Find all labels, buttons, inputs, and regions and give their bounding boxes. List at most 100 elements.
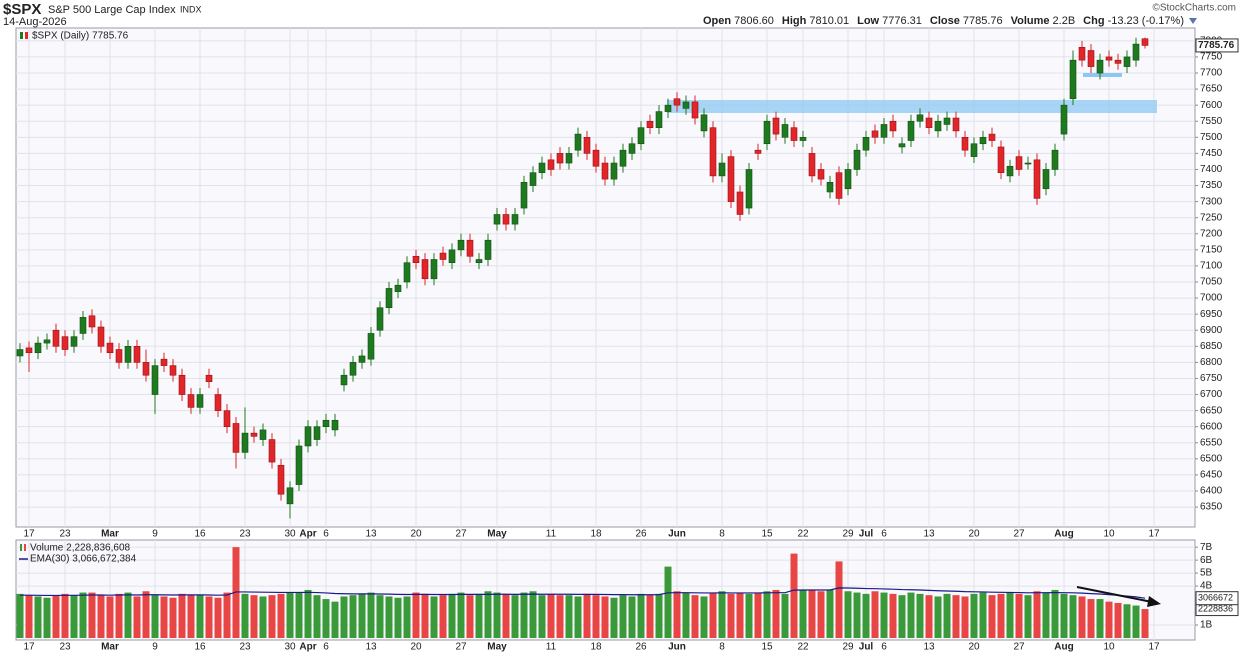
x-tick-label: 20 — [968, 529, 980, 540]
volume-bar — [439, 595, 447, 638]
volume-bar — [979, 592, 987, 638]
volume-bar — [628, 596, 636, 638]
volume-bar — [988, 595, 996, 638]
y-tick-label: 7400 — [1200, 164, 1223, 175]
volume-bar — [412, 592, 420, 638]
volume-bar — [763, 591, 771, 638]
quote-value: 7806.60 — [734, 15, 774, 27]
date: 14-Aug-2026 — [3, 16, 67, 28]
candle-body — [583, 137, 591, 154]
volume-bar — [619, 595, 627, 638]
x-tick-label: 6 — [881, 529, 887, 540]
x-tick-label: 16 — [194, 529, 206, 540]
candle-body — [682, 101, 690, 109]
y-tick-label: 7200 — [1200, 228, 1223, 239]
volume-bar — [547, 593, 555, 638]
volume-bar — [304, 589, 312, 638]
ema-line — [20, 587, 1146, 599]
candle-body — [943, 117, 951, 125]
candle-body — [1069, 59, 1077, 100]
candle-body — [124, 346, 132, 363]
candle-body — [997, 146, 1005, 173]
volume-bar — [682, 592, 690, 638]
x-tick-label: 13 — [365, 529, 377, 540]
volume-bar — [1015, 593, 1023, 638]
x-tick-label: 15 — [761, 529, 773, 540]
volume-bar — [115, 593, 123, 638]
candle-body — [403, 262, 411, 283]
candle-body — [295, 445, 303, 485]
volume-bar — [745, 593, 753, 638]
volume-bar — [997, 593, 1005, 638]
dropdown-icon[interactable] — [1189, 18, 1197, 24]
candle-body — [574, 133, 582, 151]
volume-bar — [1114, 602, 1122, 638]
candle-body — [187, 394, 195, 408]
volume-bar — [610, 597, 618, 638]
x-tick-label: 6 — [323, 642, 329, 653]
volume-bar — [1006, 592, 1014, 638]
candle-body — [592, 149, 600, 167]
volume-bar — [61, 593, 69, 638]
volume-bar — [511, 595, 519, 638]
x-tick-label: 8 — [719, 642, 725, 653]
candle-body — [1114, 59, 1122, 64]
volume-bar — [853, 592, 861, 638]
volume-bar — [880, 592, 888, 638]
candle-body — [601, 162, 609, 180]
candle-body — [970, 143, 978, 157]
volume-bar — [655, 593, 663, 638]
candle-body — [1105, 56, 1113, 61]
volume-bar — [1105, 601, 1113, 638]
candle-body — [70, 336, 78, 347]
candle-body — [1024, 162, 1032, 165]
volume-bar — [295, 592, 303, 638]
y-tick-label: 7600 — [1200, 100, 1223, 111]
volume-bar — [538, 595, 546, 638]
volume-bar — [394, 597, 402, 638]
candle-body — [277, 464, 285, 495]
volume-bar — [223, 592, 231, 638]
x-tick-label: 27 — [1013, 642, 1025, 653]
candle-body — [835, 172, 843, 199]
volume-bar — [574, 596, 582, 638]
index-name: S&P 500 Large Cap Index — [48, 4, 176, 16]
candle-body — [448, 249, 456, 264]
y-tick-label: 7700 — [1200, 68, 1223, 79]
volume-trend-arrow — [1076, 586, 1153, 603]
candle-body — [862, 137, 870, 151]
candle-body — [394, 284, 402, 292]
volume-bar — [799, 589, 807, 638]
candle-body — [628, 143, 636, 154]
volume-bar — [466, 595, 474, 638]
x-tick-label: 17 — [1148, 642, 1160, 653]
candle-body — [385, 288, 393, 309]
candle-body — [511, 214, 519, 225]
x-tick-label: 15 — [761, 642, 773, 653]
volume-bar — [646, 595, 654, 638]
candle-body — [646, 120, 654, 128]
candle-body — [1078, 46, 1086, 61]
volume-bar — [430, 596, 438, 638]
volume-bar — [169, 597, 177, 638]
candle-body — [169, 365, 177, 376]
y-tick-label: 6600 — [1200, 421, 1223, 432]
y-tick-label: 7750 — [1200, 52, 1223, 63]
quote-value: 7776.31 — [882, 15, 922, 27]
candle-body — [664, 104, 672, 112]
last-value-box — [1195, 38, 1239, 53]
quote-value: 7785.76 — [963, 15, 1003, 27]
candle-body — [466, 239, 474, 257]
candle-body — [376, 307, 384, 331]
y-tick-label: 6450 — [1200, 470, 1223, 481]
candle-body — [709, 127, 717, 177]
y-tick-label: 5B — [1200, 568, 1213, 579]
x-tick-label: Jun — [668, 642, 686, 653]
candle-body — [358, 355, 366, 363]
volume-bar — [241, 593, 249, 638]
candle-body — [1051, 149, 1059, 170]
volume-bar — [664, 566, 672, 638]
x-tick-label: 16 — [194, 642, 206, 653]
volume-bar — [421, 593, 429, 638]
